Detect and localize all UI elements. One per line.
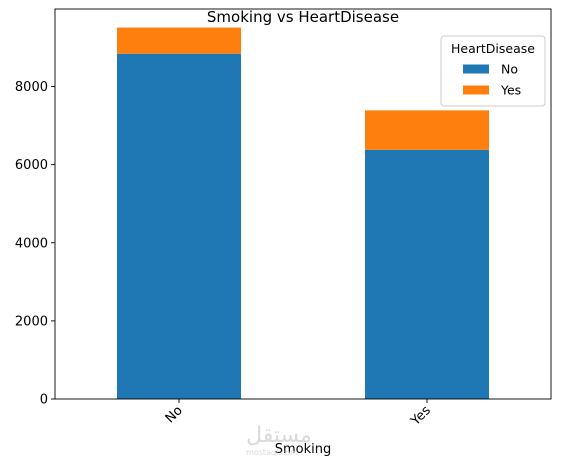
- y-tick-label: 2000: [15, 314, 48, 329]
- bar-no-series-no: [117, 53, 241, 399]
- legend: HeartDisease No Yes: [440, 35, 546, 107]
- plot-area: [117, 27, 489, 399]
- watermark: مستقل mostaql.com: [246, 423, 312, 457]
- y-tick-label: 4000: [15, 236, 48, 251]
- legend-label-yes: Yes: [500, 83, 521, 98]
- y-tick-label: 8000: [15, 80, 48, 95]
- x-axis-label: Smoking: [275, 442, 332, 457]
- watermark-logo: مستقل: [246, 423, 312, 448]
- legend-swatch-no: [463, 64, 489, 74]
- x-tick-label: No: [163, 403, 186, 426]
- bar-yes-series-yes: [365, 110, 489, 150]
- chart-title: Smoking vs HeartDisease: [207, 8, 399, 26]
- bar-no-series-yes: [117, 27, 241, 54]
- legend-title: HeartDisease: [451, 41, 535, 56]
- legend-swatch-yes: [463, 85, 489, 95]
- y-tick-label: 6000: [15, 158, 48, 173]
- plot-frame: [54, 8, 552, 400]
- y-axis: 0 2000 4000 6000 8000: [15, 80, 55, 408]
- y-tick-label: 0: [40, 393, 48, 408]
- x-tick-label: Yes: [408, 403, 434, 429]
- legend-label-no: No: [501, 62, 518, 77]
- bar-yes-series-no: [365, 149, 489, 399]
- watermark-url: mostaql.com: [246, 448, 298, 457]
